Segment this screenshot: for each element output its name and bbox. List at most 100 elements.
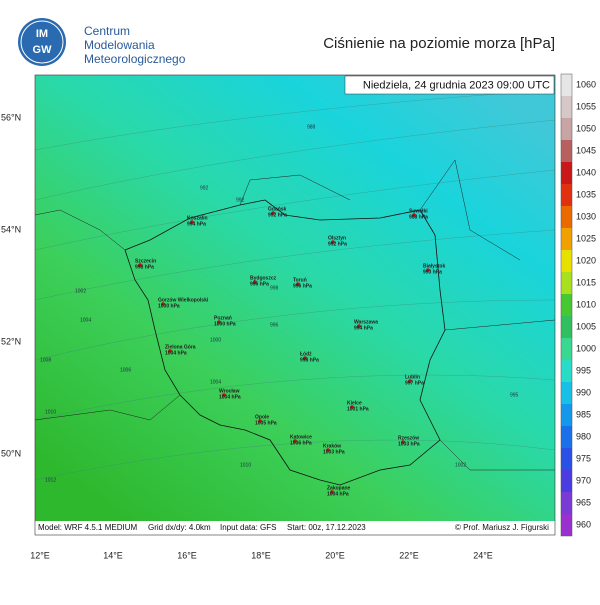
colorbar-label: 975 — [576, 453, 591, 463]
logo-line: Modelowania — [84, 38, 155, 52]
city-name: Toruń — [293, 277, 307, 283]
contour-label: 1004 — [80, 317, 91, 323]
city-name: Łódź — [300, 351, 312, 357]
city-dot — [190, 220, 194, 224]
city-dot — [357, 324, 361, 328]
logo-text: GW — [33, 44, 53, 56]
city-name: Kraków — [323, 443, 341, 449]
logo: IM GW Centrum Modelowania Meteorologiczn… — [18, 18, 186, 66]
city-pressure: 1000 hPa — [158, 303, 180, 309]
colorbar-band — [561, 96, 572, 118]
logo-text: IM — [36, 28, 48, 40]
city-pressure: 998 hPa — [135, 264, 154, 270]
city-dot — [161, 302, 165, 306]
city-pressure: 997 hPa — [405, 380, 424, 386]
colorbar-label: 1025 — [576, 233, 596, 243]
colorbar-label: 1050 — [576, 123, 596, 133]
colorbar-band — [561, 360, 572, 382]
lat-label: 56°N — [1, 112, 21, 122]
city-dot — [222, 393, 226, 397]
city-dot — [303, 356, 307, 360]
city-dot — [168, 349, 172, 353]
city-dot — [330, 490, 334, 494]
map-field — [35, 75, 555, 535]
city-name: Zakopane — [327, 485, 351, 491]
colorbar-label: 1035 — [576, 189, 596, 199]
footer-text: Model: WRF 4.5.1 MEDIUM — [38, 523, 137, 532]
city-name: Bydgoszcz — [250, 275, 277, 281]
city-pressure: 1004 hPa — [327, 491, 349, 497]
colorbar-label: 1060 — [576, 79, 596, 89]
city-dot — [293, 439, 297, 443]
contour-label: 995 — [510, 392, 519, 398]
city-name: Gorzów Wielkopolski — [158, 297, 209, 303]
colorbar-band — [561, 404, 572, 426]
lon-label: 24°E — [473, 550, 493, 560]
footer-text: Input data: GFS — [220, 523, 276, 532]
city-pressure: 988 hPa — [409, 214, 428, 220]
contour-label: 992 — [236, 197, 245, 203]
footer-text: Start: 00z, 17.12.2023 — [287, 523, 366, 532]
city-pressure: 1004 hPa — [219, 394, 241, 400]
colorbar-label: 980 — [576, 431, 591, 441]
map — [35, 75, 555, 535]
colorbar-band — [561, 294, 572, 316]
city-name: Rzeszów — [398, 435, 419, 441]
contour-label: 1004 — [210, 379, 221, 385]
contour-label: 1002 — [75, 288, 86, 294]
map-frame — [34, 74, 556, 536]
contour-label: 1002 — [455, 462, 466, 468]
city-pressure: 996 hPa — [250, 281, 269, 287]
colorbar-band — [561, 514, 572, 536]
city-dot — [408, 379, 412, 383]
city-name: Olsztyn — [328, 235, 346, 241]
contour-label: 996 — [270, 322, 279, 328]
city-pressure: 994 hPa — [354, 325, 373, 331]
lat-label: 54°N — [1, 224, 21, 234]
logo-badge — [18, 18, 66, 66]
city-dot — [271, 211, 275, 215]
colorbar-band — [561, 272, 572, 294]
contour-label: 1010 — [240, 462, 251, 468]
colorbar-band — [561, 228, 572, 250]
date: Niedziela, 24 grudnia 2023 09:00 UTC — [363, 79, 550, 91]
colorbar-band — [561, 492, 572, 514]
border — [124, 199, 446, 486]
city-pressure: 1004 hPa — [165, 350, 187, 356]
colorbar-band — [561, 470, 572, 492]
city-pressure: 992 hPa — [268, 212, 287, 218]
colorbar-band — [561, 426, 572, 448]
city-pressure: 996 hPa — [293, 283, 312, 289]
city-pressure: 1005 hPa — [255, 420, 277, 426]
colorbar-label: 1015 — [576, 277, 596, 287]
lon-label: 12°E — [30, 550, 50, 560]
city-dot — [426, 268, 430, 272]
logo-line: Meteorologicznego — [84, 52, 186, 66]
contour-label: 1010 — [45, 409, 56, 415]
contour-label: 998 — [270, 285, 279, 291]
city-name: Wrocław — [219, 388, 240, 394]
city-name: Szczecin — [135, 258, 156, 264]
city-name: Opole — [255, 414, 269, 420]
city-name: Koszalin — [187, 215, 208, 221]
colorbar-label: 990 — [576, 387, 591, 397]
colorbar-label: 1020 — [576, 255, 596, 265]
colorbar-label: 1010 — [576, 299, 596, 309]
colorbar-label: 965 — [576, 497, 591, 507]
colorbar-band — [561, 140, 572, 162]
colorbar-band — [561, 316, 572, 338]
lon-label: 20°E — [325, 550, 345, 560]
city-pressure: 994 hPa — [187, 221, 206, 227]
city-name: Zielona Góra — [165, 344, 196, 350]
contour-label: 992 — [200, 185, 209, 191]
footer-text: Grid dx/dy: 4.0km — [148, 523, 211, 532]
logo-ring — [20, 20, 64, 64]
colorbar-band — [561, 448, 572, 470]
title: Ciśnienie na poziomie morza [hPa] — [323, 35, 555, 52]
lat-label: 52°N — [1, 336, 21, 346]
colorbar-label: 1055 — [576, 101, 596, 111]
city-pressure: 1003 hPa — [398, 441, 420, 447]
colorbar-frame — [560, 73, 573, 537]
lat-label: 50°N — [1, 448, 21, 458]
city-dot — [326, 448, 330, 452]
